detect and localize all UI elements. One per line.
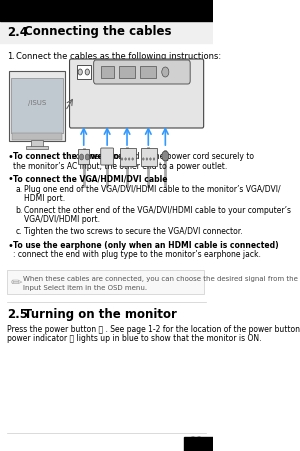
Text: 2.5: 2.5: [7, 307, 28, 320]
Circle shape: [80, 155, 84, 161]
Circle shape: [128, 158, 130, 161]
Text: Connect the other end of the VGA/DVI/HDMI cable to your computer’s: Connect the other end of the VGA/DVI/HDM…: [24, 206, 291, 215]
Circle shape: [121, 158, 123, 161]
Text: the monitor’s AC input, the other end to a power outlet.: the monitor’s AC input, the other end to…: [13, 161, 227, 170]
Circle shape: [150, 158, 151, 161]
Text: Input Select item in the OSD menu.: Input Select item in the OSD menu.: [23, 285, 147, 290]
Text: •: •: [7, 152, 13, 161]
Text: To connect the VGA/HDMI/DVI cable: To connect the VGA/HDMI/DVI cable: [13, 174, 167, 183]
Circle shape: [78, 70, 82, 76]
Bar: [101, 67, 113, 79]
Circle shape: [162, 68, 169, 78]
Bar: [0, 22, 213, 44]
Circle shape: [142, 158, 144, 161]
Bar: [78, 150, 89, 165]
FancyBboxPatch shape: [70, 60, 204, 129]
Text: 2-3: 2-3: [191, 435, 202, 441]
Text: •: •: [7, 174, 13, 184]
Text: •: •: [7, 240, 13, 250]
Bar: [119, 67, 135, 79]
Bar: [76, 66, 91, 80]
Bar: [31, 141, 43, 147]
Text: Turning on the monitor: Turning on the monitor: [24, 307, 177, 320]
Text: b.: b.: [16, 206, 23, 215]
Circle shape: [85, 70, 89, 76]
Bar: [140, 67, 156, 79]
Text: 1.: 1.: [7, 52, 15, 61]
Bar: [7, 271, 204, 295]
Bar: [12, 133, 62, 141]
Text: 2.4: 2.4: [7, 25, 28, 38]
Text: Press the power button ⏻ . See page 1-2 for the location of the power button. Th: Press the power button ⏻ . See page 1-2 …: [7, 324, 300, 333]
Circle shape: [85, 155, 89, 161]
FancyBboxPatch shape: [101, 149, 113, 166]
Bar: [184, 437, 213, 451]
Text: : connect the end with plug type to the monitor’s earphone jack.: : connect the end with plug type to the …: [13, 249, 261, 258]
Bar: [11, 79, 63, 133]
Text: :: :: [89, 174, 92, 183]
Text: VGA/DVI/HDMI port.: VGA/DVI/HDMI port.: [24, 215, 100, 224]
Text: ✏: ✏: [11, 276, 22, 290]
Text: power indicator ⏻ lights up in blue to show that the monitor is ON.: power indicator ⏻ lights up in blue to s…: [7, 333, 262, 342]
Circle shape: [162, 152, 169, 161]
Bar: [120, 149, 136, 166]
Bar: [8, 72, 65, 142]
Text: /ISUS: /ISUS: [28, 100, 46, 106]
Text: Connect the cables as the following instructions:: Connect the cables as the following inst…: [16, 52, 221, 61]
Bar: [141, 149, 157, 166]
Bar: [26, 147, 47, 150]
Circle shape: [132, 158, 134, 161]
Text: When these cables are connected, you can choose the desired signal from the: When these cables are connected, you can…: [23, 276, 298, 281]
Text: : connect one end of the power cord securely to: : connect one end of the power cord secu…: [71, 152, 254, 161]
Text: Connecting the cables: Connecting the cables: [24, 25, 172, 38]
Text: a.: a.: [16, 184, 23, 193]
Text: To connect the power cord: To connect the power cord: [13, 152, 128, 161]
Circle shape: [125, 158, 126, 161]
Text: HDMI port.: HDMI port.: [24, 193, 65, 202]
Text: To use the earphone (only when an HDMI cable is connected): To use the earphone (only when an HDMI c…: [13, 240, 278, 249]
Text: Tighten the two screws to secure the VGA/DVI connector.: Tighten the two screws to secure the VGA…: [24, 226, 243, 235]
Circle shape: [153, 158, 155, 161]
Bar: [0, 0, 213, 22]
FancyBboxPatch shape: [94, 61, 190, 85]
Text: c.: c.: [16, 226, 22, 235]
Text: Plug one end of the VGA/DVI/HDMI cable to the monitor’s VGA/DVI/: Plug one end of the VGA/DVI/HDMI cable t…: [24, 184, 281, 193]
Circle shape: [146, 158, 148, 161]
